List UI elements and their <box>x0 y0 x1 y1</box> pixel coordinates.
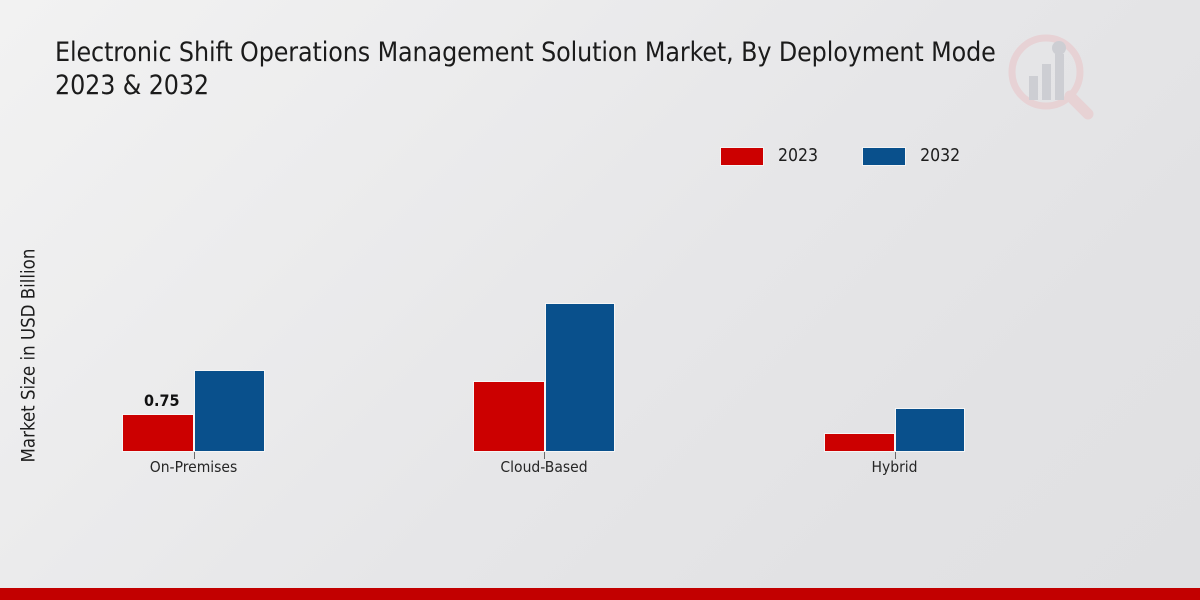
axis-tick-cloud-based <box>544 452 545 459</box>
axis-tick-hybrid <box>894 452 896 459</box>
chart-legend: 2023 2032 <box>720 146 960 166</box>
legend-swatch-2023 <box>720 146 764 166</box>
y-axis-title: Market Size in USD Billion <box>18 248 40 463</box>
category-label-on-premises: On-Premises <box>149 458 238 476</box>
legend-label-2023: 2023 <box>778 146 819 166</box>
plot-area: 0.75 On-Premises Cloud-Based Hybrid <box>70 180 1015 476</box>
bar-group-hybrid: Hybrid <box>824 180 965 476</box>
category-label-cloud-based: Cloud-Based <box>500 458 588 476</box>
value-label-on-premises-2023: 0.75 <box>144 391 180 410</box>
bar-hybrid-2032[interactable] <box>895 408 965 452</box>
bar-on-premises-2032[interactable] <box>194 370 265 452</box>
bar-group-on-premises: 0.75 On-Premises <box>122 180 265 476</box>
footer-accent-bar <box>0 588 1200 600</box>
legend-swatch-2032 <box>862 146 907 166</box>
chart-title-line2: 2023 & 2032 <box>55 70 209 101</box>
bar-cloud-based-2032[interactable] <box>545 303 615 452</box>
chart-title: Electronic Shift Operations Management S… <box>55 36 1200 102</box>
legend-label-2032: 2032 <box>920 146 961 166</box>
legend-item-2023[interactable]: 2023 <box>720 146 818 166</box>
legend-item-2032[interactable]: 2032 <box>862 146 960 166</box>
chart-title-line1: Electronic Shift Operations Management S… <box>55 37 996 68</box>
bar-on-premises-2023[interactable] <box>122 414 194 452</box>
axis-tick-on-premises <box>193 452 195 459</box>
bar-cloud-based-2023[interactable] <box>473 381 545 452</box>
category-label-hybrid: Hybrid <box>871 458 918 476</box>
bar-group-cloud-based: Cloud-Based <box>473 180 615 476</box>
bar-hybrid-2023[interactable] <box>824 433 895 452</box>
